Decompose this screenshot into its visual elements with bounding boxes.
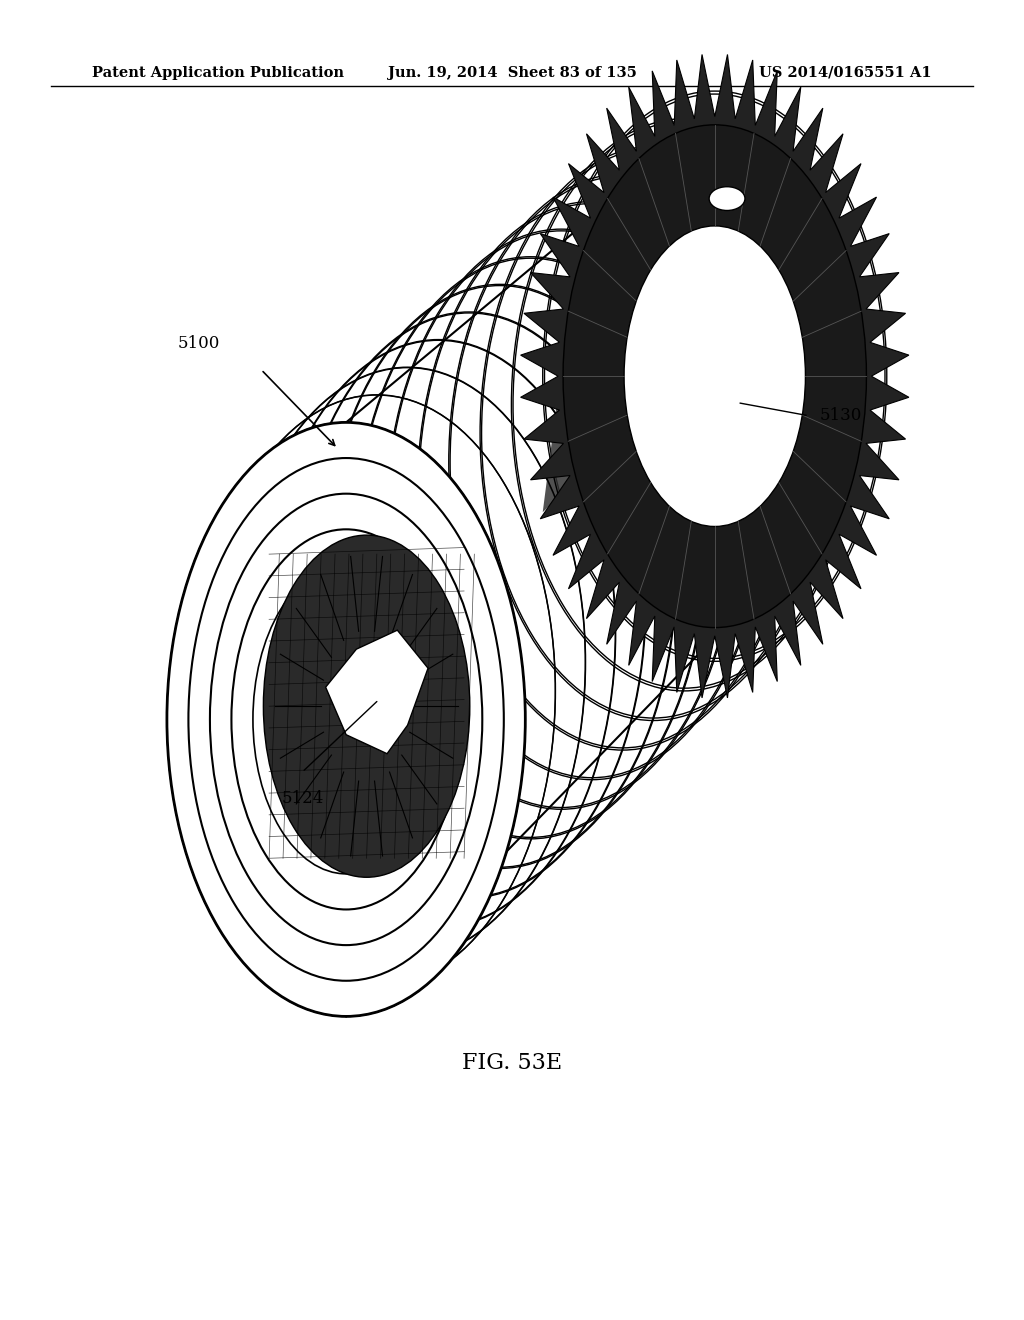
Ellipse shape (188, 458, 504, 981)
Ellipse shape (358, 653, 398, 701)
Text: 5124: 5124 (282, 791, 324, 807)
Text: Patent Application Publication: Patent Application Publication (92, 66, 344, 79)
Text: FIG. 53E: FIG. 53E (462, 1052, 562, 1073)
Ellipse shape (563, 125, 866, 627)
Ellipse shape (231, 529, 461, 909)
Polygon shape (543, 124, 694, 512)
Text: Jun. 19, 2014  Sheet 83 of 135: Jun. 19, 2014 Sheet 83 of 135 (387, 66, 637, 79)
Ellipse shape (210, 494, 482, 945)
Polygon shape (520, 54, 909, 698)
Polygon shape (356, 446, 408, 750)
Ellipse shape (709, 186, 745, 210)
Polygon shape (326, 630, 428, 754)
Ellipse shape (274, 601, 418, 838)
Ellipse shape (624, 226, 806, 527)
Text: 5130: 5130 (819, 408, 861, 424)
Ellipse shape (167, 422, 525, 1016)
Ellipse shape (253, 565, 439, 874)
Text: US 2014/0165551 A1: US 2014/0165551 A1 (759, 66, 932, 79)
Ellipse shape (263, 535, 470, 878)
Text: 5100: 5100 (178, 335, 220, 351)
Polygon shape (346, 115, 715, 1016)
